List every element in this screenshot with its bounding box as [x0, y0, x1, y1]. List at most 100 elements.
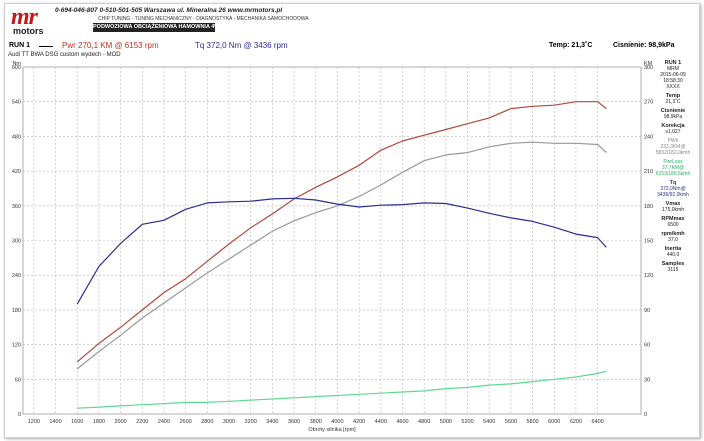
y-left-tick-label: 600 [12, 65, 21, 71]
dyno-report: mr motors 0-694-046-807 0-510-501-505 Wa… [4, 3, 700, 438]
sidebar-pwh-v1: 233,3KM@ [660, 144, 686, 150]
sidebar-pressure-label: Cisnienie [660, 108, 686, 114]
y-right-tick-label: 150 [644, 239, 653, 245]
sidebar-inertia-value: 440,0 [666, 252, 680, 258]
y-left-tick-label: 300 [12, 239, 21, 245]
legend-row: RUN 1 Pwr 270,1 KM @ 6153 rpm Tq 372,0 N… [5, 40, 699, 62]
x-tick-label: 1400 [49, 419, 61, 425]
x-tick-label: 3600 [288, 419, 300, 425]
services-line: CHIP TUNING - TUNING MECHANICZNY - DIAGN… [98, 16, 309, 22]
x-tick-label: 4600 [396, 419, 408, 425]
sidebar-pwrloss-v1: 37,7KM@ [661, 165, 685, 171]
x-tick-label: 2000 [114, 419, 126, 425]
x-tick-label: 2600 [180, 419, 192, 425]
x-tick-label: 6200 [570, 419, 582, 425]
y-right-tick-label: 90 [644, 308, 650, 314]
sidebar-temp-value: 21,3˚C [665, 99, 681, 105]
mrmotors-logo: mr motors [11, 4, 57, 36]
y-right-tick-label: 300 [644, 65, 653, 71]
sidebar-pwrloss-label: PwrLoss [663, 159, 683, 165]
x-tick-label: 2800 [201, 419, 213, 425]
sidebar-vmax-value: 175,0kmh [662, 207, 684, 213]
sidebar-pressure-value: 98,9kPa [663, 114, 683, 120]
x-tick-label: 3800 [310, 419, 322, 425]
y-left-tick-label: 120 [12, 343, 21, 349]
sidebar-time: 18:58:30 [663, 78, 683, 84]
dyno-banner: PODWOZIOWA OBCIĄŻENIOWA HAMOWNIA 4WD [93, 23, 224, 32]
sidebar-pwh-v2: 5832/182,0kmh [655, 150, 691, 156]
y-right-tick-label: 60 [644, 343, 650, 349]
y-left-tick-label: 360 [12, 204, 21, 210]
x-axis-label: Obroty silnika [rpm] [308, 427, 356, 433]
y-right-tick-label: 120 [644, 273, 653, 279]
sidebar-inertia-label: Inertia [664, 246, 682, 252]
x-tick-label: 5400 [483, 419, 495, 425]
sidebar-rpmmax-label: RPMmax [661, 216, 685, 222]
sidebar-samples-value: 3115 [667, 267, 679, 273]
x-tick-label: 4200 [353, 419, 365, 425]
sidebar-vmax-label: Vmax [665, 201, 681, 207]
y-right-tick-label: 30 [644, 377, 650, 383]
y-left-tick-label: 420 [12, 169, 21, 175]
sidebar-rpmkmh-label: rpm/kmh [661, 231, 685, 237]
sidebar-date: 2015-06-09 [660, 72, 686, 78]
sidebar-mrm: MRM [667, 66, 679, 72]
sidebar-korekcja-value: v1,027 [665, 129, 681, 135]
contact-line: 0-694-046-807 0-510-501-505 Warszawa ul.… [55, 7, 283, 14]
y-right-tick-label: 0 [644, 412, 647, 418]
y-left-tick-label: 180 [12, 308, 21, 314]
logo-motors: motors [13, 26, 44, 36]
power-loss-curve [77, 370, 607, 409]
y-right-tick-label: 270 [644, 100, 653, 106]
sidebar-temp-label: Temp [665, 93, 681, 99]
pressure-readout: Cisnienie: 98,9kPa [613, 42, 675, 49]
x-tick-label: 1600 [71, 419, 83, 425]
sidebar-korekcja-label: Korekcja [661, 123, 685, 129]
x-tick-label: 2400 [158, 419, 170, 425]
y-left-tick-label: 240 [12, 273, 21, 279]
x-tick-label: 3200 [245, 419, 257, 425]
sidebar-rpmmax-value: 6500 [667, 222, 679, 228]
y-left-tick-label: 60 [15, 377, 21, 383]
logo-mr: mr [11, 4, 38, 30]
vehicle-description: Audi TT BWA DSG custom wydech - MOD [8, 52, 121, 58]
header: mr motors 0-694-046-807 0-510-501-505 Wa… [5, 4, 699, 40]
y-left-tick-label: 540 [12, 100, 21, 106]
sidebar-samples-label: Samples [661, 261, 685, 267]
x-tick-label: 4000 [331, 419, 343, 425]
temperature-readout: Temp: 21,3˚C [549, 42, 593, 49]
torque-summary: Tq 372,0 Nm @ 3436 rpm [195, 41, 288, 50]
run-info-sidebar: RUN 1 MRM 2015-06-09 18:58:30 XXXX Temp … [648, 60, 698, 276]
x-tick-label: 3000 [223, 419, 235, 425]
x-tick-label: 5800 [526, 419, 538, 425]
x-tick-label: 5000 [440, 419, 452, 425]
wheel-power-curve [76, 141, 607, 370]
x-tick-label: 1200 [28, 419, 40, 425]
sidebar-tq-v2: 3436/92,0kmh [657, 192, 689, 198]
x-tick-label: 4400 [375, 419, 387, 425]
power-curve [76, 101, 607, 363]
x-tick-label: 6400 [592, 419, 604, 425]
y-right-unit: KM [644, 61, 653, 67]
x-tick-label: 5600 [505, 419, 517, 425]
sidebar-pwrloss-v2: 6153/186,5kmh [655, 171, 691, 177]
sidebar-xxxx: XXXX [666, 84, 680, 90]
sidebar-tq-label: Tq [669, 180, 677, 186]
x-tick-label: 1800 [93, 419, 105, 425]
sidebar-tq-v1: 372,0Nm@ [660, 186, 686, 192]
y-right-tick-label: 240 [644, 134, 653, 140]
y-right-tick-label: 210 [644, 169, 653, 175]
sidebar-run: RUN 1 [664, 60, 682, 66]
torque-curve [76, 197, 607, 305]
y-left-tick-label: 0 [18, 412, 21, 418]
sidebar-rpmkmh-value: 37,0 [668, 237, 678, 243]
x-tick-label: 2200 [136, 419, 148, 425]
run-legend-line [39, 46, 53, 47]
x-tick-label: 5200 [461, 419, 473, 425]
x-tick-label: 3400 [266, 419, 278, 425]
y-right-tick-label: 180 [644, 204, 653, 210]
run-label: RUN 1 [9, 42, 31, 49]
y-left-tick-label: 480 [12, 134, 21, 140]
y-left-unit: Nm [12, 61, 21, 67]
power-summary: Pwr 270,1 KM @ 6153 rpm [62, 41, 159, 50]
